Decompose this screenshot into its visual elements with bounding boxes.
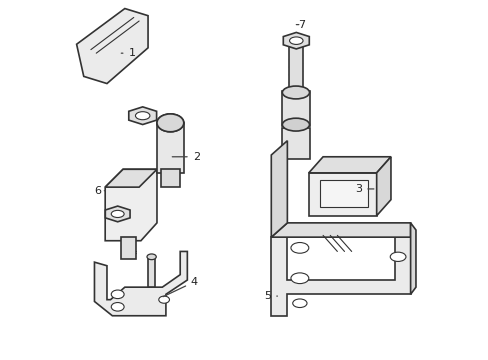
Ellipse shape bbox=[111, 210, 124, 217]
Ellipse shape bbox=[159, 296, 169, 303]
Ellipse shape bbox=[289, 37, 303, 44]
Text: 7: 7 bbox=[296, 19, 305, 30]
Polygon shape bbox=[271, 223, 410, 237]
Polygon shape bbox=[77, 9, 148, 84]
Ellipse shape bbox=[147, 254, 156, 260]
FancyBboxPatch shape bbox=[160, 169, 180, 187]
FancyBboxPatch shape bbox=[148, 258, 155, 287]
Text: 2: 2 bbox=[172, 152, 200, 162]
Polygon shape bbox=[105, 169, 157, 241]
Polygon shape bbox=[376, 157, 390, 216]
Text: 3: 3 bbox=[355, 184, 373, 194]
Text: 1: 1 bbox=[121, 48, 135, 58]
Polygon shape bbox=[308, 173, 376, 216]
Polygon shape bbox=[271, 237, 410, 316]
Polygon shape bbox=[105, 169, 157, 187]
Polygon shape bbox=[283, 32, 308, 49]
Ellipse shape bbox=[282, 86, 309, 99]
Ellipse shape bbox=[157, 114, 183, 132]
Ellipse shape bbox=[157, 114, 183, 132]
FancyBboxPatch shape bbox=[282, 91, 309, 126]
Polygon shape bbox=[410, 223, 415, 294]
Polygon shape bbox=[105, 206, 130, 222]
Text: 4: 4 bbox=[163, 277, 198, 297]
Text: 6: 6 bbox=[94, 186, 105, 196]
Ellipse shape bbox=[290, 243, 308, 253]
FancyBboxPatch shape bbox=[157, 123, 183, 173]
Ellipse shape bbox=[111, 290, 124, 298]
Ellipse shape bbox=[282, 118, 309, 131]
Polygon shape bbox=[94, 251, 187, 316]
Text: 5: 5 bbox=[264, 291, 277, 301]
Polygon shape bbox=[308, 157, 390, 173]
Polygon shape bbox=[271, 141, 287, 237]
FancyBboxPatch shape bbox=[121, 237, 135, 258]
Ellipse shape bbox=[135, 112, 150, 120]
Ellipse shape bbox=[290, 273, 308, 284]
FancyBboxPatch shape bbox=[282, 128, 309, 158]
FancyBboxPatch shape bbox=[288, 37, 302, 94]
FancyBboxPatch shape bbox=[319, 180, 367, 207]
Ellipse shape bbox=[111, 302, 124, 311]
Polygon shape bbox=[128, 107, 156, 125]
Ellipse shape bbox=[389, 252, 405, 261]
Ellipse shape bbox=[292, 299, 306, 307]
